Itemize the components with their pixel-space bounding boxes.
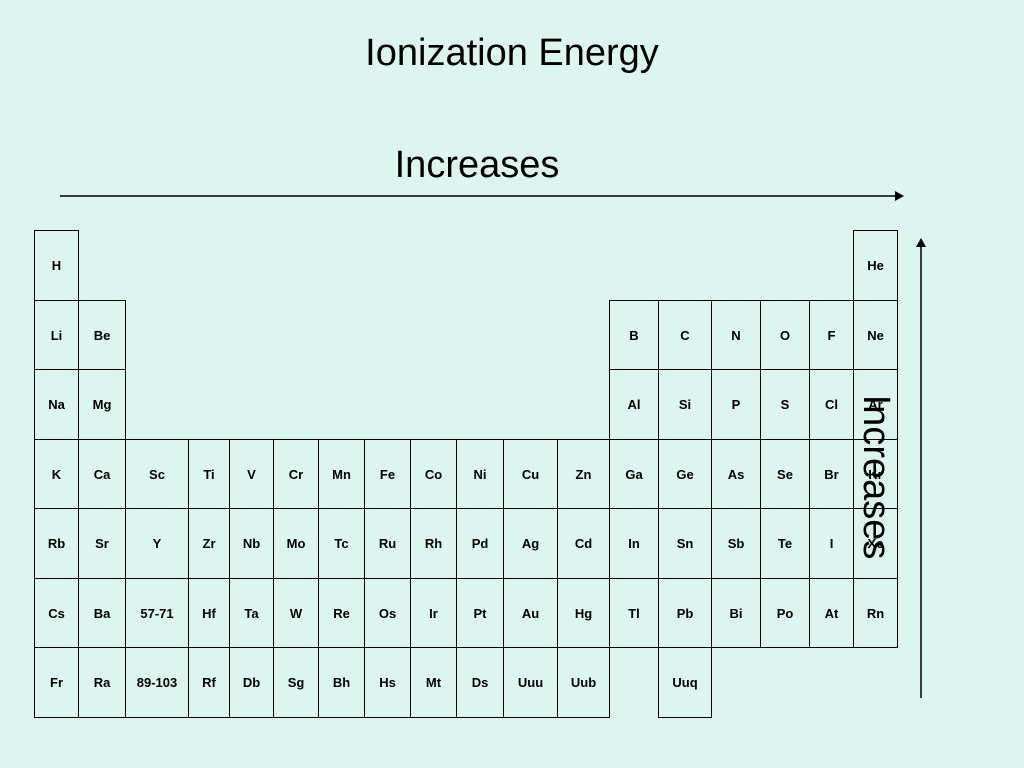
element-cell: Uuu <box>503 647 558 718</box>
element-cell: Rf <box>188 647 230 718</box>
element-cell: At <box>809 578 854 648</box>
element-cell: Ni <box>456 439 504 509</box>
element-cell: Tl <box>609 578 659 648</box>
element-cell: Os <box>364 578 411 648</box>
element-cell: Mg <box>78 369 126 440</box>
element-cell: Zr <box>188 508 230 579</box>
element-cell: Li <box>34 300 79 370</box>
element-cell: Sb <box>711 508 761 579</box>
element-cell: P <box>711 369 761 440</box>
element-cell: Cs <box>34 578 79 648</box>
element-cell: Au <box>503 578 558 648</box>
element-cell: Ra <box>78 647 126 718</box>
element-cell: O <box>760 300 810 370</box>
element-cell: Cd <box>557 508 610 579</box>
element-cell: Na <box>34 369 79 440</box>
element-cell: Pd <box>456 508 504 579</box>
element-cell: Ta <box>229 578 274 648</box>
element-cell: Rh <box>410 508 457 579</box>
element-cell: Be <box>78 300 126 370</box>
element-cell: Sr <box>78 508 126 579</box>
element-cell: W <box>273 578 319 648</box>
element-cell: Si <box>658 369 712 440</box>
element-cell: Br <box>809 439 854 509</box>
page-title: Ionization Energy <box>365 32 659 74</box>
element-cell: V <box>229 439 274 509</box>
element-cell: In <box>609 508 659 579</box>
element-cell: Ba <box>78 578 126 648</box>
element-cell: Ru <box>364 508 411 579</box>
element-cell: Al <box>609 369 659 440</box>
horizontal-increases-label: Increases <box>394 144 560 186</box>
element-cell: Bh <box>318 647 365 718</box>
element-cell: Uuq <box>658 647 712 718</box>
element-cell: C <box>658 300 712 370</box>
element-cell: Se <box>760 439 810 509</box>
element-cell: 89-103 <box>125 647 189 718</box>
element-cell: N <box>711 300 761 370</box>
element-cell: I <box>809 508 854 579</box>
element-cell: Ge <box>658 439 712 509</box>
element-cell: H <box>34 230 79 301</box>
element-cell: Cl <box>809 369 854 440</box>
element-cell: Pt <box>456 578 504 648</box>
element-cell: Cr <box>273 439 319 509</box>
element-cell: Db <box>229 647 274 718</box>
element-cell: Ag <box>503 508 558 579</box>
element-cell: Zn <box>557 439 610 509</box>
horizontal-arrow <box>60 191 904 201</box>
element-cell: Rn <box>853 578 898 648</box>
element-cell: Hs <box>364 647 411 718</box>
element-cell: Co <box>410 439 457 509</box>
element-cell: Bi <box>711 578 761 648</box>
element-cell: He <box>853 230 898 301</box>
element-cell: Ga <box>609 439 659 509</box>
element-cell: Kr <box>853 439 898 509</box>
element-cell: Mo <box>273 508 319 579</box>
element-cell: Sg <box>273 647 319 718</box>
element-cell: Tc <box>318 508 365 579</box>
element-cell: Nb <box>229 508 274 579</box>
element-cell: Ds <box>456 647 504 718</box>
element-cell: B <box>609 300 659 370</box>
element-cell: Te <box>760 508 810 579</box>
element-cell: Pb <box>658 578 712 648</box>
element-cell: Sc <box>125 439 189 509</box>
element-cell: K <box>34 439 79 509</box>
element-cell: Ir <box>410 578 457 648</box>
element-cell: Xe <box>853 508 898 579</box>
element-cell: Ti <box>188 439 230 509</box>
element-cell: 57-71 <box>125 578 189 648</box>
element-cell: Mn <box>318 439 365 509</box>
element-cell: Re <box>318 578 365 648</box>
element-cell: Ne <box>853 300 898 370</box>
element-cell: Cu <box>503 439 558 509</box>
element-cell: Ar <box>853 369 898 440</box>
element-cell: Rb <box>34 508 79 579</box>
element-cell: As <box>711 439 761 509</box>
element-cell: Y <box>125 508 189 579</box>
element-cell: Hg <box>557 578 610 648</box>
element-cell: Mt <box>410 647 457 718</box>
element-cell: Hf <box>188 578 230 648</box>
element-cell: Fr <box>34 647 79 718</box>
element-cell: Ca <box>78 439 126 509</box>
element-cell: Po <box>760 578 810 648</box>
element-cell: F <box>809 300 854 370</box>
element-cell: Fe <box>364 439 411 509</box>
element-cell: Uub <box>557 647 610 718</box>
element-cell: Sn <box>658 508 712 579</box>
vertical-arrow <box>916 238 926 698</box>
element-cell: S <box>760 369 810 440</box>
